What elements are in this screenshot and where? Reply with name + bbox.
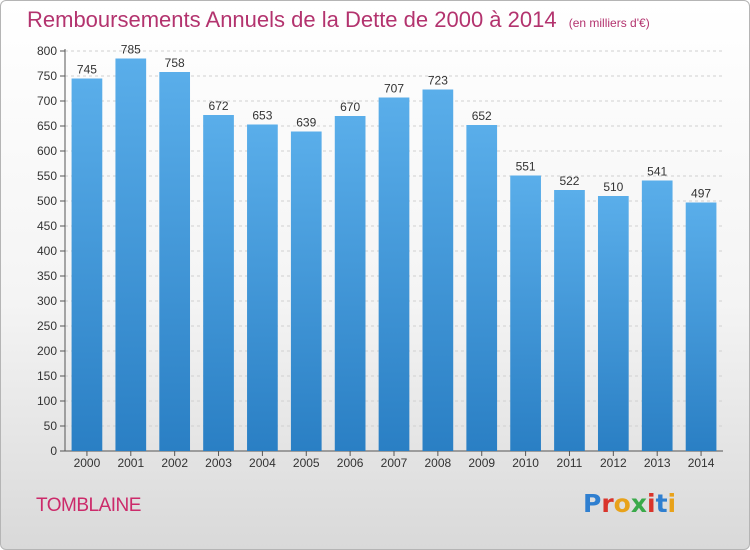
chart-title-unit: (en milliers d'€) <box>568 16 650 30</box>
y-tick-label: 350 <box>37 269 57 283</box>
data-label-2004: 653 <box>252 109 272 123</box>
x-tick-label-2004: 2004 <box>249 456 276 470</box>
bar-2011 <box>554 190 585 451</box>
y-tick-label: 500 <box>37 194 57 208</box>
y-tick-label: 750 <box>37 69 57 83</box>
x-tick-label-2010: 2010 <box>512 456 539 470</box>
y-tick-label: 50 <box>44 419 58 433</box>
x-tick-label-2000: 2000 <box>74 456 101 470</box>
bar-2007 <box>378 97 410 451</box>
proxiti-logo: Proxiti <box>583 489 676 518</box>
data-label-2003: 672 <box>209 99 229 113</box>
bar-2002 <box>159 72 191 451</box>
data-label-2005: 639 <box>296 116 316 130</box>
bar-2014 <box>685 202 717 451</box>
x-tick-label-2005: 2005 <box>293 456 320 470</box>
x-tick-label-2003: 2003 <box>205 456 232 470</box>
y-tick-label: 200 <box>37 344 57 358</box>
bars <box>71 58 717 451</box>
chart-title-text: Remboursements Annuels de la Dette de 20… <box>27 7 557 32</box>
data-label-2000: 745 <box>77 63 97 77</box>
bar-2013 <box>641 180 673 451</box>
x-tick-label-2014: 2014 <box>688 456 715 470</box>
y-tick-label: 800 <box>37 44 57 58</box>
x-tick-label-2002: 2002 <box>161 456 188 470</box>
data-label-2013: 541 <box>647 165 667 179</box>
x-tick-label-2007: 2007 <box>381 456 408 470</box>
x-tick-label-2009: 2009 <box>468 456 495 470</box>
bar-2004 <box>247 124 278 451</box>
bar-2009 <box>466 125 498 451</box>
y-tick-label: 400 <box>37 244 57 258</box>
data-label-2007: 707 <box>384 82 404 96</box>
bar-2005 <box>290 131 322 451</box>
data-label-2006: 670 <box>340 100 360 114</box>
data-label-2011: 522 <box>559 174 579 188</box>
logo-letter: r <box>601 489 614 518</box>
data-label-2012: 510 <box>603 180 623 194</box>
data-label-2001: 785 <box>121 43 141 57</box>
data-label-2014: 497 <box>691 187 711 201</box>
logo-letter: i <box>667 489 677 518</box>
bar-2001 <box>115 58 147 451</box>
y-tick-label: 650 <box>37 119 57 133</box>
data-label-2008: 723 <box>428 74 448 88</box>
y-tick-label: 300 <box>37 294 57 308</box>
y-tick-label: 550 <box>37 169 57 183</box>
logo-letter: x <box>630 489 647 518</box>
x-tick-label-2013: 2013 <box>644 456 671 470</box>
logo-letter: i <box>647 489 656 518</box>
y-tick-label: 600 <box>37 144 57 158</box>
bar-2010 <box>510 175 541 451</box>
x-tick-label-2001: 2001 <box>117 456 144 470</box>
bar-2000 <box>71 78 103 451</box>
town-name: TOMBLAINE <box>36 495 141 516</box>
bar-2006 <box>334 116 366 451</box>
logo-letter: P <box>583 489 602 518</box>
x-tick-label-2006: 2006 <box>337 456 364 470</box>
chart-title: Remboursements Annuels de la Dette de 20… <box>27 7 650 33</box>
x-tick-label-2012: 2012 <box>600 456 627 470</box>
data-label-2002: 758 <box>165 56 185 70</box>
y-tick-label: 450 <box>37 219 57 233</box>
y-tick-label: 700 <box>37 94 57 108</box>
y-tick-label: 250 <box>37 319 57 333</box>
y-tick-label: 100 <box>37 394 57 408</box>
bar-2008 <box>422 89 454 451</box>
y-tick-label: 0 <box>50 444 57 458</box>
x-tick-label-2008: 2008 <box>425 456 452 470</box>
x-tick-label-2011: 2011 <box>557 456 583 470</box>
data-labels: 745 785 758 672 653 639 670 707 723 652 551 522 510 5… <box>77 43 711 201</box>
data-label-2010: 551 <box>516 160 536 174</box>
bar-2003 <box>203 115 234 451</box>
logo-letter: t <box>655 489 668 518</box>
logo-letter: o <box>613 489 631 518</box>
y-tick-label: 150 <box>37 369 57 383</box>
bar-2012 <box>597 196 629 451</box>
data-label-2009: 652 <box>472 109 492 123</box>
